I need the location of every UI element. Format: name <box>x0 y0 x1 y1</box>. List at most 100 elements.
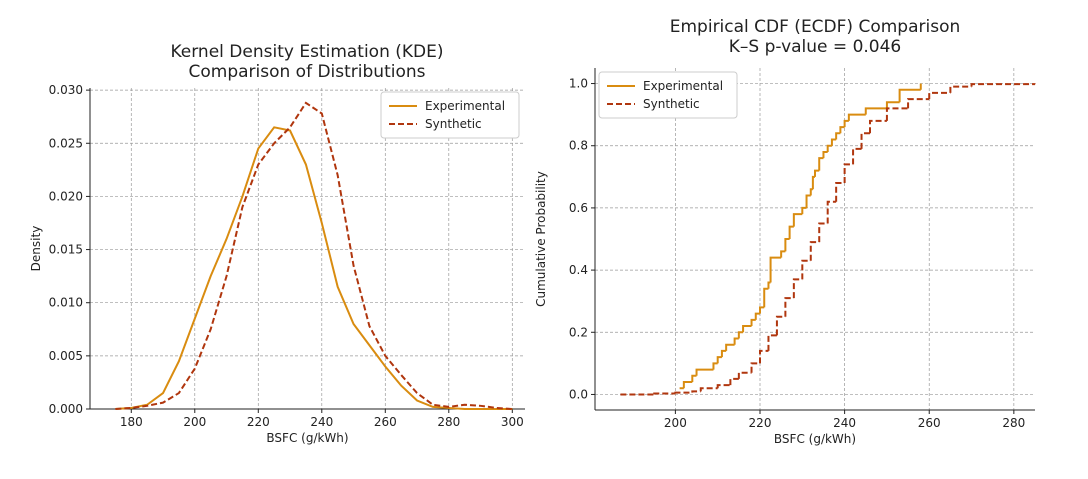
ecdf-step <box>830 138 837 146</box>
ecdf-step <box>759 349 769 364</box>
ecdf-step <box>843 163 854 184</box>
kde-line <box>115 101 513 410</box>
ecdf-step <box>716 384 731 389</box>
ecdf-step <box>809 241 820 261</box>
legend-label: Synthetic <box>425 117 482 131</box>
ecdf-step <box>754 312 760 320</box>
y-axis-label: Density <box>29 226 43 272</box>
ecdf-step <box>775 315 786 336</box>
ecdf-step <box>843 119 849 128</box>
y-tick-label: 0.030 <box>49 83 83 97</box>
ecdf-step <box>750 318 756 327</box>
ecdf-step <box>801 206 807 215</box>
ecdf-step <box>869 119 887 134</box>
x-tick-label: 180 <box>120 415 143 429</box>
ecdf-step <box>759 306 765 314</box>
ecdf-step <box>835 182 845 202</box>
ecdf-step <box>716 356 722 364</box>
x-tick-label: 260 <box>918 416 941 430</box>
y-tick-label: 0.2 <box>569 325 588 339</box>
ecdf-step <box>970 83 1035 87</box>
ecdf-step <box>835 132 841 140</box>
y-tick-label: 0.0 <box>569 387 588 401</box>
chart-subtitle: Comparison of Distributions <box>188 62 425 82</box>
x-tick-label: 300 <box>501 415 524 429</box>
x-tick-label: 260 <box>374 415 397 429</box>
ecdf-step <box>737 371 752 379</box>
y-tick-label: 1.0 <box>569 77 588 91</box>
ecdf-step <box>780 250 786 258</box>
ecdf-step <box>792 278 803 299</box>
y-tick-label: 0.005 <box>49 349 83 363</box>
x-tick-label: 240 <box>310 415 333 429</box>
ecdf-step <box>695 368 714 376</box>
x-axis-label: BSFC (g/kWh) <box>774 432 856 446</box>
ecdf-step <box>949 85 972 93</box>
legend-box <box>598 71 738 119</box>
ecdf-step <box>826 144 832 152</box>
y-tick-label: 0.020 <box>49 189 83 203</box>
x-axis-label: BSFC (g/kWh) <box>266 431 348 445</box>
ecdf-step <box>682 381 693 389</box>
ecdf-step <box>852 147 862 165</box>
chart-title: Kernel Density Estimation (KDE) <box>170 42 443 62</box>
x-tick-label: 200 <box>664 416 687 430</box>
ecdf-step <box>653 392 676 395</box>
ecdf-step <box>699 387 718 392</box>
legend-box <box>380 91 520 139</box>
legend-label: Experimental <box>425 99 505 113</box>
ecdf-step <box>725 343 735 351</box>
x-tick-label: 200 <box>183 415 206 429</box>
ecdf-step <box>769 256 782 283</box>
y-tick-label: 0.025 <box>49 136 83 150</box>
ecdf-step <box>885 107 909 121</box>
ecdf-step <box>864 107 887 115</box>
ecdf-step <box>691 374 697 383</box>
ecdf-step <box>733 337 739 345</box>
ecdf-step <box>822 150 828 159</box>
ecdf-step <box>750 362 760 373</box>
x-tick-label: 280 <box>1002 416 1025 430</box>
ecdf-step <box>898 88 921 103</box>
y-tick-label: 0.4 <box>569 263 588 277</box>
ecdf-step <box>737 331 744 339</box>
ecdf-step <box>811 175 815 190</box>
y-axis-label: Cumulative Probability <box>534 171 548 307</box>
ecdf-step <box>818 157 824 171</box>
ecdf-step <box>792 213 803 227</box>
x-tick-label: 280 <box>437 415 460 429</box>
ecdf-step <box>784 238 790 252</box>
ecdf-step <box>720 349 727 358</box>
legend-label: Experimental <box>643 79 723 93</box>
ecdf-step <box>885 101 900 109</box>
ecdf-step <box>742 325 752 333</box>
x-tick-label: 220 <box>247 415 270 429</box>
chart-title: Empirical CDF (ECDF) Comparison <box>670 17 961 37</box>
ecdf-step <box>860 132 870 149</box>
y-tick-label: 0.015 <box>49 243 83 257</box>
y-tick-label: 0.8 <box>569 139 588 153</box>
y-tick-label: 0.6 <box>569 201 588 215</box>
ecdf-step <box>809 188 813 196</box>
ecdf-step <box>763 287 769 308</box>
ecdf-step <box>839 126 845 134</box>
ecdf-step <box>729 377 739 386</box>
kde-line <box>115 126 513 410</box>
ecdf-step <box>818 222 828 243</box>
ecdf-step <box>928 91 951 100</box>
ecdf-step <box>691 390 701 393</box>
ecdf-step <box>826 200 837 224</box>
ecdf-step <box>814 169 820 177</box>
x-tick-label: 220 <box>749 416 772 430</box>
ecdf-step <box>674 391 693 394</box>
x-tick-label: 240 <box>833 416 856 430</box>
chart-subtitle: K–S p-value = 0.046 <box>729 37 901 57</box>
ecdf-step <box>907 98 930 109</box>
ecdf-step <box>767 281 771 289</box>
ecdf-step <box>801 259 811 280</box>
ecdf-step <box>847 113 866 121</box>
ecdf-step <box>767 334 777 351</box>
ecdf-step <box>784 297 794 317</box>
ecdf-step <box>712 362 718 370</box>
